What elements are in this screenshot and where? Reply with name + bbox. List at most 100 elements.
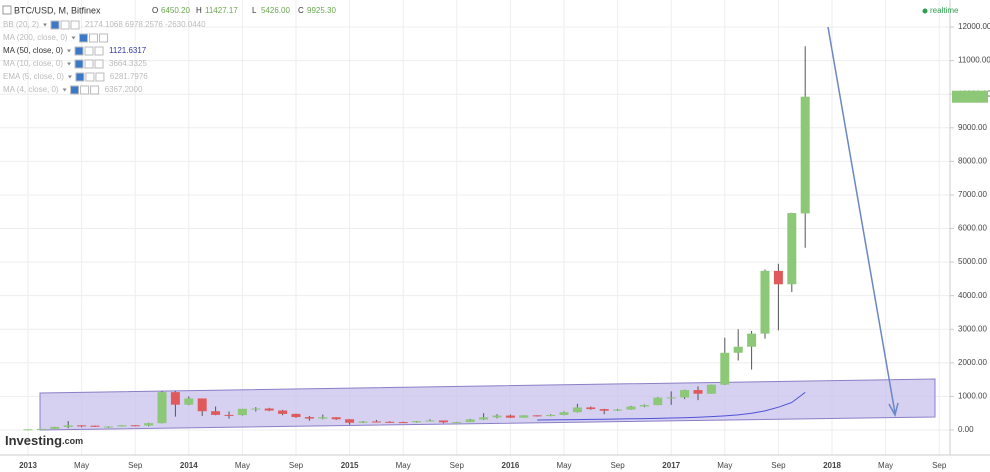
candle-body	[197, 398, 207, 412]
candle-body	[77, 425, 87, 427]
candle-body	[639, 405, 649, 407]
candle-body	[117, 425, 127, 427]
brand-name: Investing	[5, 433, 62, 448]
y-tick-label: 5000.00	[958, 257, 987, 266]
x-tick-label: Sep	[771, 461, 786, 470]
indicator-value: 1121.6317	[109, 46, 147, 55]
y-tick-label: 9000.00	[958, 123, 987, 132]
ohlc-value: 5426.00	[261, 6, 290, 15]
candle-body	[760, 270, 770, 334]
eye-button[interactable]	[70, 85, 80, 95]
candle-body	[800, 96, 810, 214]
candle-body	[546, 414, 556, 417]
x-tick-label: 2018	[823, 461, 841, 470]
x-tick-label: Sep	[128, 461, 143, 470]
settings-button[interactable]	[60, 20, 70, 30]
y-tick-label: 1000.00	[958, 392, 987, 401]
settings-button[interactable]	[84, 46, 94, 56]
candle-body	[452, 422, 462, 424]
settings-button[interactable]	[85, 72, 95, 82]
dropdown-icon[interactable]	[43, 23, 48, 27]
indicator-legend: BB (20, 2) 2174.1068 6978.2576 -2630.0440…	[3, 20, 206, 95]
candle-body	[358, 421, 368, 423]
ohlc-name: C	[298, 6, 304, 15]
candle-body	[345, 419, 355, 423]
candle-body	[371, 421, 381, 423]
ma-line	[537, 391, 806, 421]
close-button[interactable]	[98, 33, 108, 43]
x-tick-label: May	[556, 461, 571, 470]
candle-body	[90, 425, 100, 427]
candle-body	[720, 352, 730, 385]
ohlc-value: 6450.20	[161, 6, 190, 15]
ohlc-name: H	[196, 6, 202, 15]
brand: Investing.com	[5, 433, 83, 448]
ohlc-name: O	[152, 6, 158, 15]
x-tick-label: 2015	[341, 461, 359, 470]
collapse-icon[interactable]	[2, 5, 12, 15]
y-tick-label: 4000.00	[958, 291, 987, 300]
indicator-name: EMA (5, close, 0)	[3, 72, 64, 81]
settings-button[interactable]	[84, 59, 94, 69]
close-button[interactable]	[95, 72, 105, 82]
eye-button[interactable]	[75, 72, 85, 82]
eye-button[interactable]	[50, 20, 60, 30]
close-button[interactable]	[94, 59, 104, 69]
brand-suffix: .com	[62, 436, 83, 446]
ohlc-value: 9925.30	[307, 6, 336, 15]
y-tick-label: 3000.00	[958, 324, 987, 333]
x-tick-label: Sep	[289, 461, 304, 470]
candle-body	[412, 421, 422, 423]
candle-body	[586, 407, 596, 410]
x-tick-label: May	[878, 461, 893, 470]
candle-body	[304, 417, 314, 419]
candle-body	[666, 397, 676, 399]
candle-body	[170, 392, 180, 405]
candle-body	[130, 425, 140, 427]
price-tag	[952, 90, 988, 103]
x-tick-label: Sep	[610, 461, 625, 470]
candle-body	[438, 420, 448, 423]
candle-body	[157, 392, 167, 424]
candle-body	[747, 333, 757, 347]
dropdown-icon[interactable]	[67, 75, 72, 79]
eye-button[interactable]	[74, 59, 84, 69]
dropdown-icon[interactable]	[67, 49, 72, 53]
y-tick-label: 12000.00	[958, 22, 990, 31]
x-tick-label: 2017	[662, 461, 680, 470]
y-tick-label: 7000.00	[958, 190, 987, 199]
dropdown-icon[interactable]	[67, 62, 72, 66]
candle-body	[385, 421, 395, 423]
candle-body	[559, 412, 569, 415]
candle-body	[331, 417, 341, 420]
eye-button[interactable]	[78, 33, 88, 43]
close-button[interactable]	[90, 85, 100, 95]
settings-button[interactable]	[88, 33, 98, 43]
indicator-name: BB (20, 2)	[3, 20, 39, 29]
indicator-name: MA (200, close, 0)	[3, 33, 68, 42]
candle-body	[264, 408, 274, 411]
symbol-title: BTC/USD, M, Bitfinex	[14, 5, 101, 15]
x-tick-label: May	[717, 461, 732, 470]
indicator-name: MA (50, close, 0)	[3, 46, 63, 55]
settings-button[interactable]	[80, 85, 90, 95]
dropdown-icon[interactable]	[62, 88, 67, 92]
dropdown-icon[interactable]	[71, 36, 76, 40]
indicator-value: 6367.2000	[105, 85, 143, 94]
candle-body	[23, 429, 33, 431]
eye-button[interactable]	[74, 46, 84, 56]
x-tick-label: May	[235, 461, 250, 470]
indicator-value: 6281.7976	[110, 72, 148, 81]
candle-body	[532, 415, 542, 417]
close-button[interactable]	[70, 20, 80, 30]
candle-body	[278, 410, 288, 414]
candle-body	[519, 415, 529, 418]
close-button[interactable]	[94, 46, 104, 56]
arrow-line	[827, 26, 896, 414]
candle-body	[318, 417, 328, 419]
y-tick-label: 11000.00	[958, 56, 990, 65]
grid	[0, 0, 950, 455]
x-tick-label: May	[396, 461, 411, 470]
candle-body	[626, 406, 636, 410]
